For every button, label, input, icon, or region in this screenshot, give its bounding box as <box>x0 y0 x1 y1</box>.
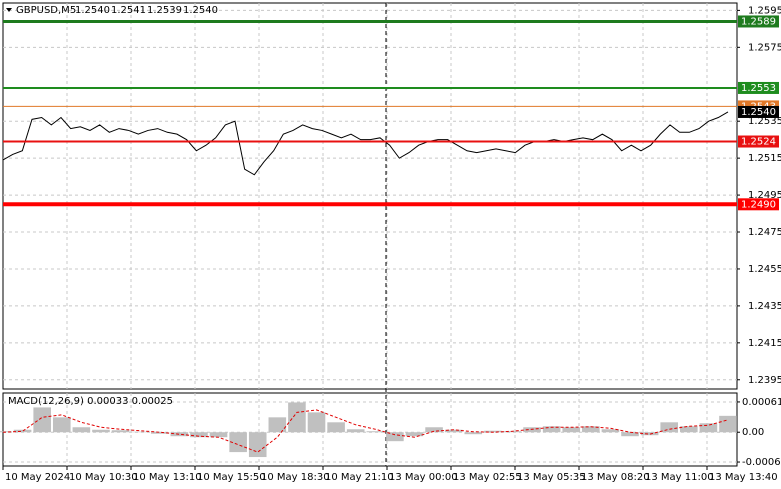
macd-histogram-bar <box>660 422 679 433</box>
macd-histogram-bar <box>52 417 71 433</box>
price-line <box>2 111 729 176</box>
y-tick-label: 1.2575 <box>748 42 781 53</box>
quote-low: 1.2539 <box>147 5 182 16</box>
level-box <box>738 198 779 211</box>
macd-histogram-bar <box>190 432 208 438</box>
x-tick-label: 13 May 13:40 <box>709 472 778 483</box>
quote-close: 1.2540 <box>183 5 218 16</box>
x-tick-label: 13 May 00:00 <box>389 472 458 483</box>
y-tick-label: 1.2435 <box>748 301 781 312</box>
x-tick-label: 10 May 18:30 <box>261 472 330 483</box>
macd-histogram-bar <box>444 429 463 433</box>
macd-histogram-bar <box>405 432 424 437</box>
y-tick-label: 1.2535 <box>748 116 781 127</box>
x-tick-label: 13 May 11:00 <box>645 472 714 483</box>
macd-histogram-bar <box>719 415 737 433</box>
macd-panel-frame <box>2 392 738 467</box>
macd-histogram-bar <box>562 427 581 433</box>
price-panel-frame <box>2 2 738 390</box>
level-box <box>738 15 779 28</box>
macd-histogram-bar <box>484 430 502 433</box>
macd-histogram-bar <box>150 432 169 434</box>
macd-histogram-bar <box>248 432 267 458</box>
macd-histogram-bar <box>699 423 718 433</box>
macd-histogram-bar <box>170 432 189 437</box>
y-tick-label: 0.00 <box>742 427 764 438</box>
macd-histogram-bar <box>464 432 483 435</box>
x-tick-label: 10 May 2024 <box>5 472 70 483</box>
macd-histogram-bar <box>13 429 32 433</box>
macd-signal-line <box>2 409 729 453</box>
macd-histogram-bar <box>111 430 130 433</box>
x-tick-label: 13 May 02:55 <box>453 472 522 483</box>
x-tick-label: 10 May 10:30 <box>69 472 138 483</box>
macd-histogram-bar <box>582 426 600 433</box>
macd-histogram-bar <box>346 429 365 433</box>
macd-histogram-bar <box>33 407 51 433</box>
y-tick-label: 1.2475 <box>748 227 781 238</box>
level-label: 1.2553 <box>741 83 776 94</box>
macd-histogram-bar <box>425 427 443 433</box>
macd-histogram-bar <box>366 431 385 433</box>
quote-high: 1.2541 <box>111 5 146 16</box>
macd-title: MACD(12,26,9) 0.00033 0.00025 <box>8 396 173 407</box>
y-tick-label: 1.2515 <box>748 153 781 164</box>
x-tick-label: 10 May 13:10 <box>133 472 202 483</box>
x-tick-label: 10 May 21:10 <box>325 472 394 483</box>
y-tick-label: -0.0006 <box>742 457 781 468</box>
macd-histogram-bar <box>327 422 345 433</box>
macd-histogram-bar <box>92 429 110 433</box>
y-tick-label: 1.2495 <box>748 190 781 201</box>
macd-histogram-bar <box>307 412 326 433</box>
symbol: GBPUSD,M5 <box>16 5 76 16</box>
x-tick-label: 13 May 08:20 <box>581 472 650 483</box>
last-price-box <box>738 105 779 118</box>
quote-open: 1.2540 <box>75 5 110 16</box>
macd-histogram-bar <box>640 432 659 436</box>
macd-histogram-bar <box>268 417 287 433</box>
macd-histogram-bar <box>209 432 228 438</box>
level-label: 1.2589 <box>741 16 776 27</box>
macd-histogram-bar <box>72 427 91 433</box>
macd-histogram-bar <box>542 426 561 433</box>
macd-histogram-bar <box>386 432 404 442</box>
level-label: 1.2490 <box>741 199 776 210</box>
level-box <box>738 81 779 94</box>
y-tick-label: 0.00061 <box>742 397 781 408</box>
level-label: 1.2524 <box>741 137 776 148</box>
y-tick-label: 1.2395 <box>748 375 781 386</box>
macd-histogram-bar <box>680 426 698 433</box>
y-tick-label: 1.2595 <box>748 5 781 16</box>
macd-histogram-bar <box>288 402 306 433</box>
x-tick-label: 10 May 15:50 <box>197 472 266 483</box>
menu-arrow <box>6 8 12 12</box>
y-tick-label: 1.2455 <box>748 264 781 275</box>
last-price-label: 1.2540 <box>741 107 776 118</box>
macd-histogram-bar <box>621 432 639 437</box>
x-tick-label: 13 May 05:35 <box>517 472 586 483</box>
macd-histogram-bar <box>601 429 620 433</box>
level-box <box>738 135 779 148</box>
macd-histogram-bar <box>229 432 247 453</box>
y-tick-label: 1.2415 <box>748 338 781 349</box>
